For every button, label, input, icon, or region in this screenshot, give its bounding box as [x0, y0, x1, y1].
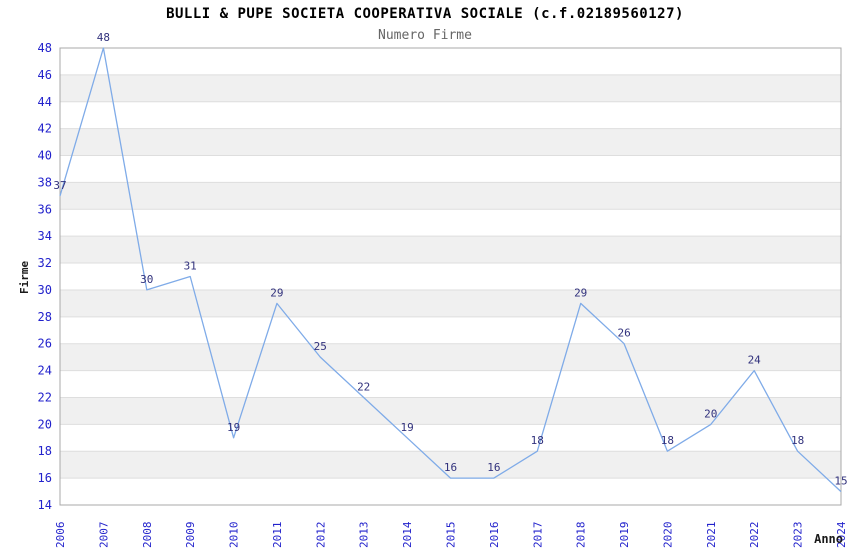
x-axis-title: Anno: [814, 532, 843, 546]
y-tick-label: 18: [38, 444, 52, 458]
y-tick-label: 16: [38, 471, 52, 485]
y-tick-label: 44: [38, 95, 52, 109]
point-label: 18: [531, 434, 544, 447]
plot-band: [60, 451, 841, 479]
point-label: 18: [661, 434, 674, 447]
x-tick-label: 2021: [705, 522, 718, 549]
x-tick-label: 2024: [835, 521, 848, 548]
x-tick-label: 2017: [531, 522, 544, 549]
chart-subtitle: Numero Firme: [378, 28, 472, 43]
y-tick-label: 30: [38, 283, 52, 297]
plot-band: [60, 343, 841, 371]
x-tick-label: 2007: [97, 522, 110, 549]
x-tick-label: 2012: [314, 522, 327, 549]
x-tick-label: 2013: [358, 522, 371, 549]
x-tick-label: 2018: [575, 522, 588, 549]
plot-band: [60, 128, 841, 156]
point-label: 16: [487, 461, 500, 474]
plot-band: [60, 74, 841, 102]
y-tick-label: 46: [38, 68, 52, 82]
y-tick-label: 32: [38, 256, 52, 270]
point-label: 22: [357, 381, 370, 394]
plot-band: [60, 236, 841, 264]
plot-border: [59, 47, 842, 506]
y-tick-label: 38: [38, 175, 52, 189]
x-tick-label: 2022: [748, 522, 761, 549]
x-tick-label: 2016: [488, 522, 501, 549]
point-label: 18: [791, 434, 804, 447]
point-label: 31: [184, 260, 197, 273]
y-tick-label: 14: [38, 498, 52, 512]
y-tick-label: 28: [38, 310, 52, 324]
x-tick-label: 2011: [271, 522, 284, 549]
y-tick-label: 48: [38, 41, 52, 55]
x-tick-label: 2015: [445, 522, 458, 549]
y-axis-title: Firme: [18, 261, 31, 294]
plot-band: [60, 182, 841, 210]
point-label: 16: [444, 461, 457, 474]
x-tick-label: 2008: [141, 522, 154, 549]
x-tick-label: 2010: [228, 522, 241, 549]
point-label: 30: [140, 273, 153, 286]
plot-band: [60, 397, 841, 425]
point-label: 24: [748, 354, 762, 367]
y-tick-label: 40: [38, 149, 52, 163]
x-tick-label: 2019: [618, 522, 631, 549]
point-label: 19: [227, 421, 240, 434]
point-label: 20: [704, 407, 717, 420]
y-tick-label: 26: [38, 337, 52, 351]
data-line: [59, 47, 842, 493]
point-label: 48: [97, 31, 110, 44]
y-tick-label: 36: [38, 202, 52, 216]
point-label: 26: [617, 327, 630, 340]
y-tick-label: 34: [38, 229, 52, 243]
y-tick-label: 20: [38, 417, 52, 431]
point-label: 15: [834, 475, 847, 488]
point-label: 29: [574, 286, 587, 299]
x-tick-label: 2009: [184, 522, 197, 549]
chart-title: BULLI & PUPE SOCIETA COOPERATIVA SOCIALE…: [166, 6, 684, 22]
x-tick-label: 2020: [661, 522, 674, 549]
x-tick-label: 2006: [54, 522, 67, 549]
plot-band: [60, 289, 841, 317]
y-tick-label: 22: [38, 391, 52, 405]
y-tick-label: 42: [38, 122, 52, 136]
y-tick-label: 24: [38, 364, 52, 378]
point-label: 25: [314, 340, 327, 353]
x-tick-label: 2014: [401, 521, 414, 548]
point-label: 29: [270, 286, 283, 299]
point-label: 19: [400, 421, 413, 434]
point-label: 37: [53, 179, 66, 192]
x-tick-label: 2023: [792, 522, 805, 549]
